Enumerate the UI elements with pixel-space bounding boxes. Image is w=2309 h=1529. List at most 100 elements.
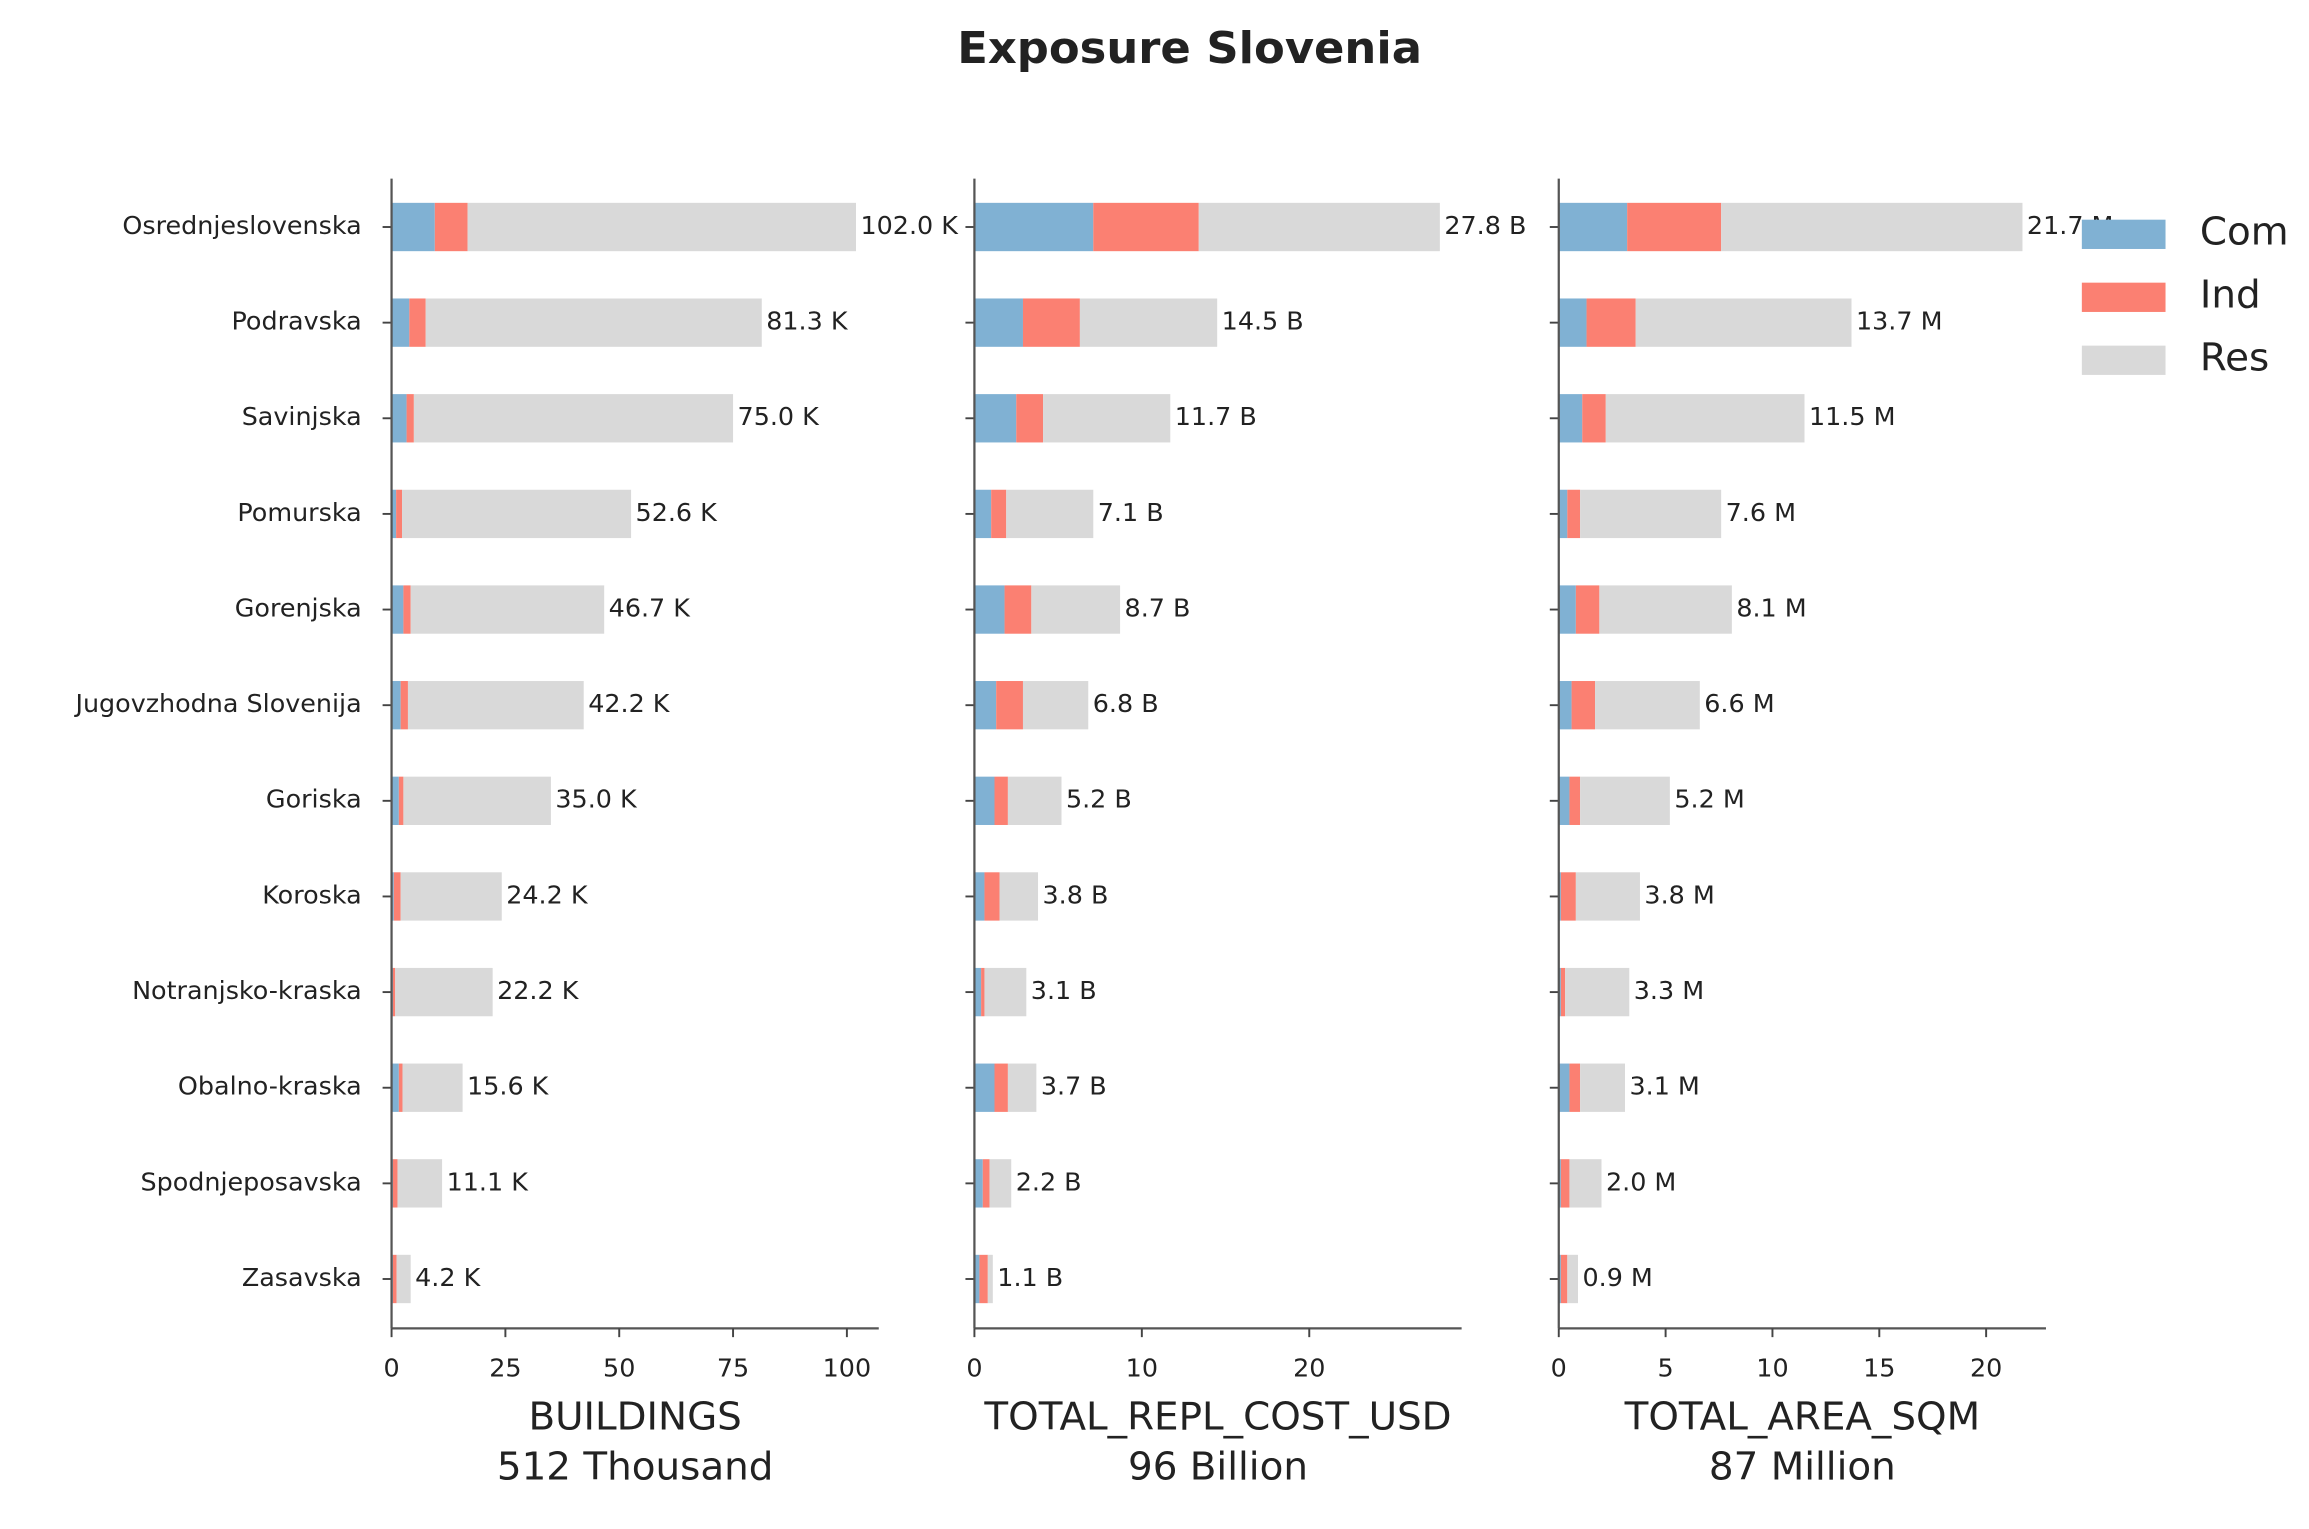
bar-segment [1007, 776, 1062, 825]
y-tick-label: Pomurska [237, 498, 361, 527]
bar-segment [403, 585, 411, 634]
x-tick-label: 0 [1551, 1354, 1567, 1383]
bar-segment [391, 202, 435, 252]
bar-segment [1627, 202, 1722, 252]
y-tick-label: Notranjsko-kraska [132, 976, 362, 1005]
bar-segment [974, 585, 1005, 634]
bar-segment [974, 394, 1017, 443]
bar-segment [981, 967, 985, 1017]
bar-segment [1558, 681, 1572, 730]
total-label: 35.0 K [555, 785, 638, 814]
bar-segment [1022, 681, 1089, 730]
bar-segment [982, 1159, 990, 1208]
total-label: 13.7 M [1856, 307, 1943, 336]
total-label: 3.3 M [1634, 976, 1704, 1005]
bar-segment [391, 489, 397, 539]
total-label: 3.7 B [1041, 1072, 1107, 1101]
bar-segment [403, 776, 551, 825]
total-label: 11.7 B [1175, 402, 1257, 431]
bar-segment [391, 776, 399, 825]
bar-segment [434, 202, 468, 252]
total-label: 6.6 M [1704, 689, 1774, 718]
total-label: 75.0 K [738, 402, 821, 431]
total-label: 11.1 K [447, 1168, 530, 1197]
total-label: 52.6 K [636, 498, 719, 527]
total-label: 81.3 K [766, 307, 849, 336]
x-tick-label: 50 [603, 1354, 635, 1383]
bar-segment [1560, 967, 1566, 1017]
legend-swatch [2081, 219, 2166, 249]
bar-segment [996, 681, 1023, 730]
bar-segment [1031, 585, 1121, 634]
bar-segment [1006, 489, 1094, 539]
x-axis-sublabel: 96 Billion [1128, 1445, 1308, 1490]
bar-segment [974, 681, 997, 730]
bar-segment [398, 776, 404, 825]
total-label: 0.9 M [1582, 1263, 1652, 1292]
bar-segment [974, 1063, 995, 1112]
bar-segment [391, 872, 394, 921]
total-label: 6.8 B [1093, 689, 1159, 718]
bar-segment [1560, 872, 1576, 921]
total-label: 3.8 B [1043, 881, 1109, 910]
bar-segment [1558, 776, 1570, 825]
bar-segment [1558, 585, 1576, 634]
bar-segment [1567, 1254, 1578, 1304]
y-tick-label: Zasavska [242, 1263, 362, 1292]
bar-segment [1569, 776, 1581, 825]
x-tick-label: 5 [1658, 1354, 1674, 1383]
bar-segment [409, 298, 426, 347]
bar-segment [1558, 394, 1583, 443]
x-tick-label: 20 [1970, 1354, 2002, 1383]
bar-segment [425, 298, 762, 347]
legend-swatch [2081, 282, 2166, 312]
bar-segment [974, 202, 1094, 252]
total-label: 2.0 M [1606, 1168, 1676, 1197]
bar-segment [391, 298, 410, 347]
y-tick-label: Koroska [262, 881, 361, 910]
bar-segment [979, 1254, 988, 1304]
bar-segment [393, 872, 401, 921]
bar-segment [1565, 967, 1630, 1017]
bar-segment [994, 1063, 1008, 1112]
legend-label: Com [2200, 210, 2289, 255]
bar-segment [974, 489, 992, 539]
bar-segment [1569, 1063, 1581, 1112]
x-axis-label: BUILDINGS [528, 1395, 741, 1440]
bar-segment [974, 298, 1023, 347]
figure-title: Exposure Slovenia [957, 24, 1422, 74]
bar-segment [999, 872, 1039, 921]
legend-label: Ind [2200, 273, 2261, 318]
total-label: 3.1 M [1629, 1072, 1699, 1101]
bar-segment [402, 489, 632, 539]
total-label: 15.6 K [467, 1072, 550, 1101]
bar-segment [397, 1159, 443, 1208]
y-tick-label: Goriska [266, 785, 362, 814]
bar-segment [1580, 776, 1670, 825]
bar-segment [974, 776, 995, 825]
bar-segment [1571, 681, 1596, 730]
bar-segment [1586, 298, 1636, 347]
bar-segment [406, 394, 414, 443]
bar-segment [1022, 298, 1080, 347]
x-tick-label: 0 [966, 1354, 982, 1383]
bar-segment [1575, 585, 1600, 634]
bar-segment [413, 394, 734, 443]
x-tick-label: 100 [823, 1354, 871, 1383]
x-axis-sublabel: 87 Million [1709, 1445, 1896, 1490]
x-tick-label: 25 [489, 1354, 521, 1383]
x-axis-label: TOTAL_REPL_COST_USD [983, 1395, 1451, 1440]
x-axis-label: TOTAL_AREA_SQM [1624, 1395, 1980, 1440]
bar-segment [1093, 202, 1199, 252]
bar-segment [1580, 489, 1722, 539]
bar-segment [410, 585, 605, 634]
bar-segment [974, 1159, 983, 1208]
total-label: 102.0 K [860, 211, 959, 240]
legend-swatch [2081, 345, 2166, 375]
y-tick-label: Jugovzhodna Slovenija [73, 689, 361, 718]
bar-segment [1580, 1063, 1626, 1112]
bar-segment [1558, 1063, 1570, 1112]
bar-segment [1558, 202, 1628, 252]
bar-segment [1582, 394, 1606, 443]
